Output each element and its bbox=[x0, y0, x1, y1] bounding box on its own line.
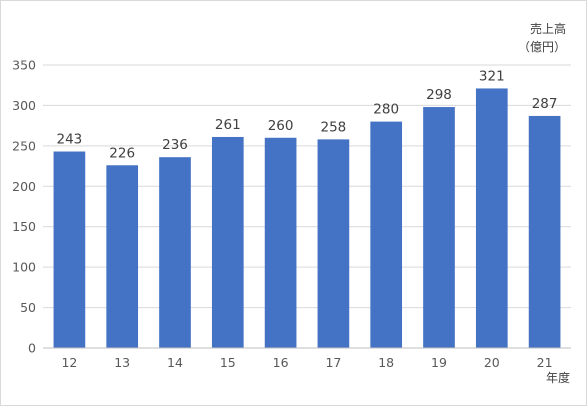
data-label-14: 236 bbox=[162, 137, 188, 153]
y-axis-ticks: 0 50 100 150 200 250 300 350 bbox=[12, 58, 36, 356]
y-tick-label: 350 bbox=[12, 58, 36, 73]
x-tick-label-12: 12 bbox=[61, 355, 77, 370]
y-tick-label: 150 bbox=[12, 219, 36, 234]
x-tick-label-17: 17 bbox=[325, 355, 341, 370]
bar-14 bbox=[159, 157, 191, 348]
bar-21 bbox=[528, 115, 561, 348]
bar-15 bbox=[211, 136, 244, 348]
x-tick-label-13: 13 bbox=[114, 355, 130, 370]
data-label-17: 258 bbox=[321, 119, 347, 135]
bar-18 bbox=[370, 121, 403, 348]
x-tick-label-21: 21 bbox=[537, 355, 553, 370]
bar-12 bbox=[53, 151, 86, 348]
bar-20 bbox=[475, 88, 508, 348]
y-tick-label: 200 bbox=[12, 179, 36, 194]
bar-19 bbox=[423, 107, 455, 348]
bars bbox=[53, 88, 561, 348]
x-tick-label-14: 14 bbox=[167, 355, 183, 370]
bar-16 bbox=[264, 137, 297, 348]
data-label-15: 261 bbox=[215, 117, 241, 133]
bar-17 bbox=[317, 139, 350, 348]
data-labels: 243 226 236 261 260 258 280 298 321 287 bbox=[57, 68, 558, 161]
y-tick-label: 250 bbox=[12, 138, 36, 153]
x-tick-label-16: 16 bbox=[273, 355, 289, 370]
data-label-16: 260 bbox=[268, 118, 294, 134]
data-label-20: 321 bbox=[479, 68, 505, 84]
x-tick-label-19: 19 bbox=[431, 355, 447, 370]
y-tick-label: 0 bbox=[28, 341, 36, 356]
bar-13 bbox=[106, 165, 139, 348]
y-tick-label: 100 bbox=[12, 260, 36, 275]
data-label-12: 243 bbox=[57, 132, 83, 148]
y-axis-unit-line1: 売上高 bbox=[530, 21, 566, 36]
x-axis-title: 年度 bbox=[546, 370, 570, 385]
y-tick-label: 50 bbox=[20, 300, 36, 315]
x-axis-ticks: 12 13 14 15 16 17 18 19 20 21 bbox=[61, 355, 552, 370]
y-axis-unit-line2: （億円） bbox=[518, 40, 566, 54]
x-tick-label-18: 18 bbox=[378, 355, 394, 370]
data-label-19: 298 bbox=[426, 87, 452, 103]
data-label-18: 280 bbox=[373, 102, 399, 118]
x-tick-label-20: 20 bbox=[484, 355, 500, 370]
data-label-13: 226 bbox=[109, 145, 135, 161]
data-label-21: 287 bbox=[532, 96, 558, 112]
x-tick-label-15: 15 bbox=[220, 355, 236, 370]
y-tick-label: 300 bbox=[12, 98, 36, 113]
